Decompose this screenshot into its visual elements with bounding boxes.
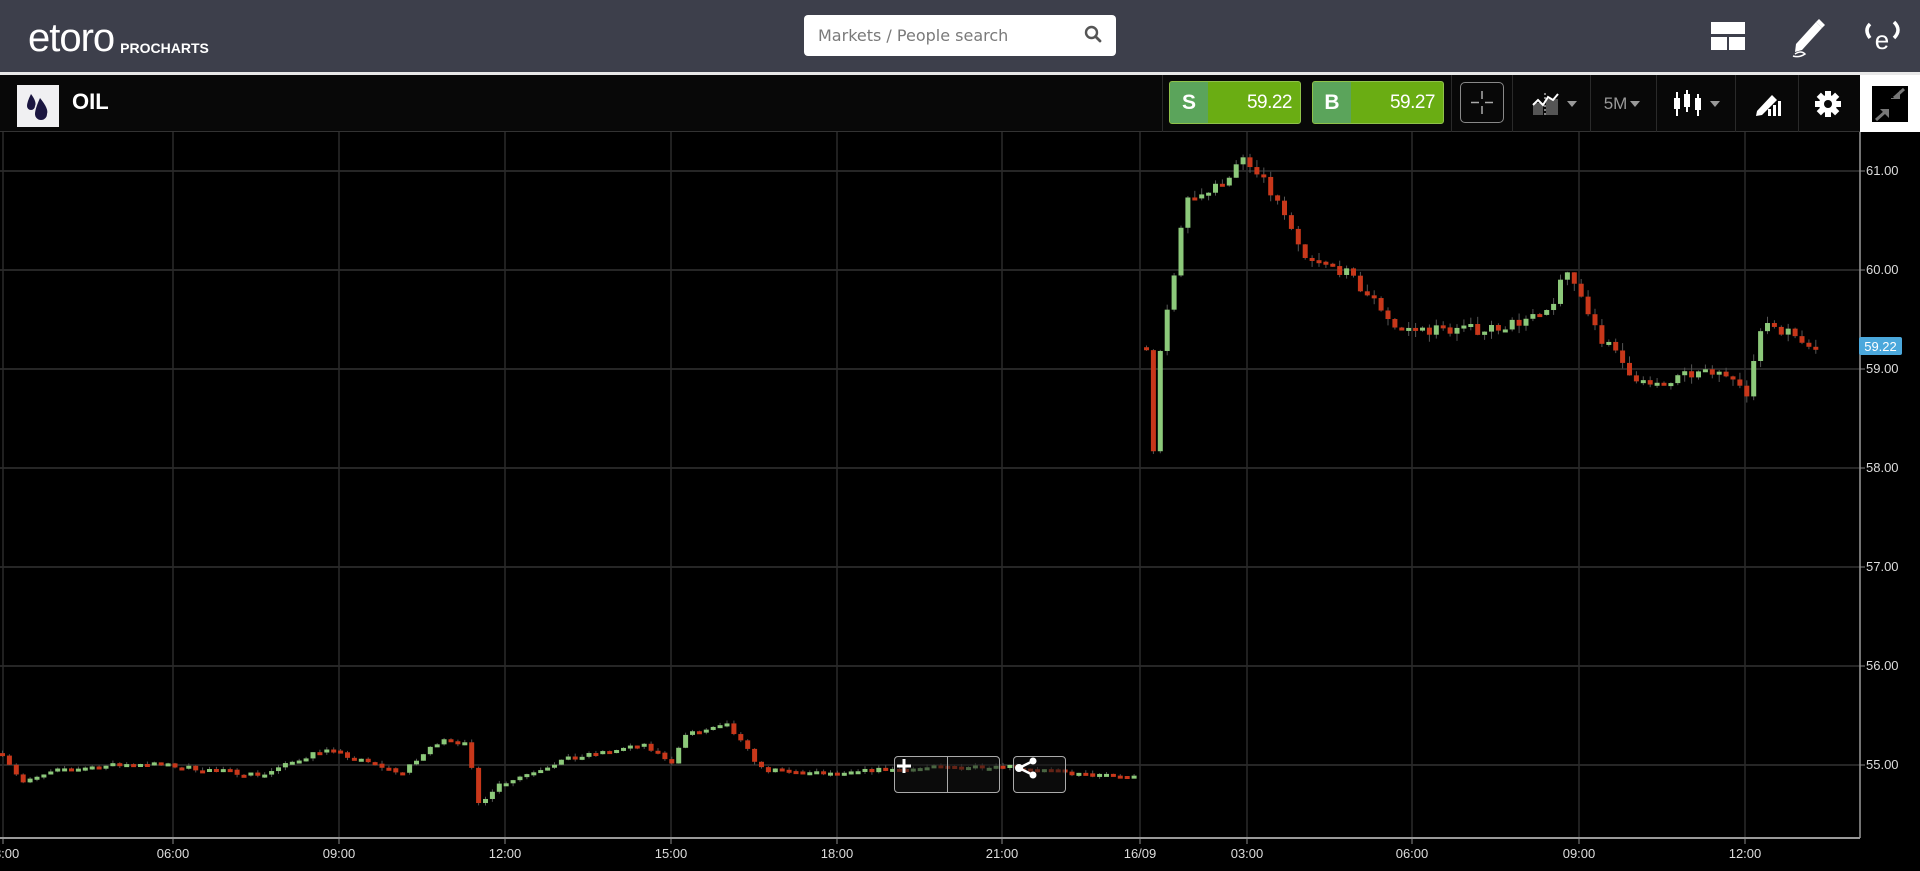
share-button[interactable]	[1013, 756, 1066, 793]
x-tick-label: 06:00	[156, 846, 190, 861]
y-tick-label: 58.00	[1866, 460, 1899, 475]
y-tick-label: 59.00	[1866, 361, 1899, 376]
etoro-logo[interactable]: etoro PROCHARTS	[28, 12, 209, 58]
edit-pencil-icon[interactable]	[1786, 14, 1830, 58]
x-tick-label: 16/09	[1123, 846, 1157, 861]
x-tick-label: 12:00	[488, 846, 522, 861]
top-header: etoro PROCHARTS e	[0, 0, 1920, 72]
sell-button[interactable]: S 59.22	[1169, 81, 1301, 124]
etoro-profile-icon[interactable]: e	[1860, 14, 1904, 58]
header-divider	[0, 72, 1920, 75]
x-tick-label: 03:00	[1230, 846, 1264, 861]
x-tick-label: 09:00	[1562, 846, 1596, 861]
divider	[1798, 75, 1799, 132]
drawing-tools-button[interactable]	[1740, 75, 1796, 132]
candlestick-plot[interactable]	[0, 132, 1920, 871]
chevron-down-icon	[1567, 100, 1577, 107]
x-tick-label: 18:00	[820, 846, 854, 861]
sell-price: 59.22	[1246, 91, 1293, 113]
settings-button[interactable]	[1800, 75, 1856, 132]
zoom-in-button[interactable]	[897, 757, 1000, 792]
sell-letter: S	[1170, 82, 1208, 123]
indicators-icon	[1532, 92, 1559, 116]
oil-drops-icon	[17, 85, 59, 127]
y-tick-label: 57.00	[1866, 559, 1899, 574]
buy-letter: B	[1313, 82, 1351, 123]
x-tick-label: 12:00	[1728, 846, 1762, 861]
crosshair-button[interactable]	[1460, 82, 1504, 123]
chart-type-button[interactable]	[1664, 75, 1728, 132]
y-tick-label: 60.00	[1866, 262, 1899, 277]
x-tick-label: 15:00	[654, 846, 688, 861]
x-tick-label: 09:00	[322, 846, 356, 861]
divider	[1735, 75, 1736, 132]
svg-text:e: e	[1875, 25, 1889, 55]
collapse-fullscreen-button[interactable]	[1860, 75, 1920, 132]
x-tick-label: 03:00	[0, 846, 20, 861]
logo-procharts: PROCHARTS	[120, 40, 209, 56]
chevron-down-icon	[1630, 100, 1641, 107]
x-tick-label: 06:00	[1395, 846, 1429, 861]
chevron-down-icon	[1710, 100, 1720, 107]
y-tick-label: 55.00	[1866, 757, 1899, 772]
search-icon[interactable]	[1084, 25, 1102, 47]
logo-wordmark: etoro	[28, 16, 115, 60]
divider	[1590, 75, 1591, 132]
divider	[1512, 75, 1513, 132]
divider	[1656, 75, 1657, 132]
current-price-tag: 59.22	[1859, 337, 1902, 355]
buy-button[interactable]: B 59.27	[1312, 81, 1444, 124]
x-tick-label: 21:00	[985, 846, 1019, 861]
timeframe-value: 5M	[1603, 93, 1628, 113]
layout-icon[interactable]	[1706, 14, 1750, 58]
search-box[interactable]	[804, 15, 1116, 56]
share-icon	[1015, 757, 1037, 779]
chart-toolbar: OIL S 59.22 B 59.27 5M	[0, 75, 1920, 132]
gear-icon	[1815, 90, 1841, 117]
drawing-pencil-icon	[1756, 94, 1781, 116]
candlestick-icon	[1674, 89, 1701, 116]
divider	[1451, 75, 1452, 132]
buy-price: 59.27	[1389, 91, 1436, 113]
divider	[1162, 75, 1163, 132]
y-tick-label: 56.00	[1866, 658, 1899, 673]
price-chart[interactable]: 61.00 60.00 59.00 58.00 57.00 56.00 55.00 03:0…	[0, 132, 1920, 871]
indicators-button[interactable]	[1518, 75, 1590, 132]
collapse-icon	[1872, 85, 1908, 122]
crosshair-icon	[1471, 91, 1493, 114]
search-input[interactable]	[818, 26, 1084, 45]
zoom-controls	[894, 756, 1000, 793]
timeframe-dropdown[interactable]: 5M	[1594, 75, 1650, 132]
plus-icon	[897, 759, 911, 773]
instrument-name[interactable]: OIL	[72, 89, 109, 114]
y-tick-label: 61.00	[1866, 163, 1899, 178]
